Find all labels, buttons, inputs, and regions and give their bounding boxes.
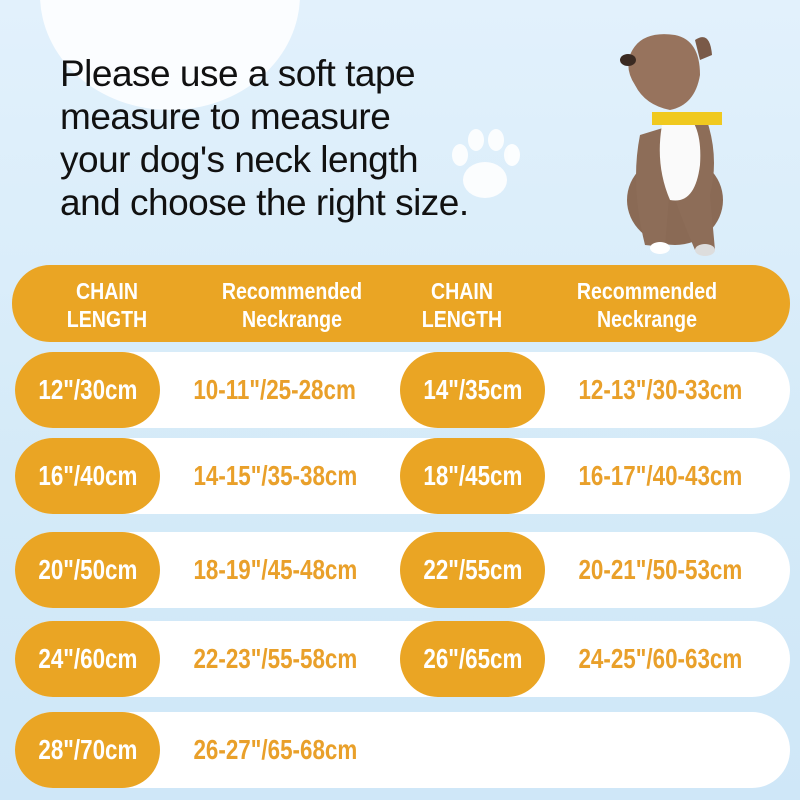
chain-length-pill: 28"/70cm [15, 712, 160, 788]
chain-length-pill: 14"/35cm [400, 352, 545, 428]
chain-length-pill: 12"/30cm [15, 352, 160, 428]
size-row: 28"/70cm 26-27"/65-68cm [15, 712, 790, 788]
paw-print-icon [452, 129, 520, 198]
chain-length-pill: 22"/55cm [400, 532, 545, 608]
chain-length-value: 28"/70cm [37, 734, 138, 765]
header-chain-length: CHAIN LENGTH [66, 278, 148, 332]
neckrange-value: 26-27"/65-68cm [193, 734, 357, 765]
title-line: Please use a soft tape [60, 53, 416, 94]
size-table-header: CHAIN LENGTH Recommended Neckrange CHAIN LE… [12, 265, 790, 342]
neckrange-value: 22-23"/55-58cm [193, 643, 357, 674]
size-row: 20"/50cm 18-19"/45-48cm 22"/55cm 20-21"/50-… [15, 532, 790, 608]
chain-length-value: 12"/30cm [37, 374, 138, 405]
chain-length-value: 14"/35cm [422, 374, 523, 405]
neckrange-cell: 14-15"/35-38cm [160, 438, 390, 514]
chain-length-value: 16"/40cm [37, 460, 138, 491]
neckrange-value: 20-21"/50-53cm [578, 554, 742, 585]
neckrange-cell: 22-23"/55-58cm [160, 621, 390, 697]
neckrange-cell: 18-19"/45-48cm [160, 532, 390, 608]
neckrange-value: 14-15"/35-38cm [193, 460, 357, 491]
neckrange-value: 16-17"/40-43cm [578, 460, 742, 491]
header-neckrange: Recommended Neckrange [221, 278, 363, 332]
title-line: and choose the right size. [60, 182, 469, 223]
neckrange-cell: 12-13"/30-33cm [545, 352, 775, 428]
dog-photo [620, 34, 723, 256]
neckrange-value: 10-11"/25-28cm [193, 374, 357, 405]
title-line: measure to measure [60, 96, 391, 137]
neckrange-cell: 16-17"/40-43cm [545, 438, 775, 514]
chain-length-pill: 24"/60cm [15, 621, 160, 697]
header-chain-length: CHAIN LENGTH [421, 278, 503, 332]
chain-length-value: 24"/60cm [37, 643, 138, 674]
neckrange-value: 12-13"/30-33cm [578, 374, 742, 405]
size-row: 16"/40cm 14-15"/35-38cm 18"/45cm 16-17"/40-… [15, 438, 790, 514]
title-line: your dog's neck length [60, 139, 419, 180]
size-row: 24"/60cm 22-23"/55-58cm 26"/65cm 24-25"/60-… [15, 621, 790, 697]
neckrange-cell: 10-11"/25-28cm [160, 352, 390, 428]
neckrange-cell: 20-21"/50-53cm [545, 532, 775, 608]
chain-length-pill: 18"/45cm [400, 438, 545, 514]
chain-length-value: 22"/55cm [422, 554, 523, 585]
chain-length-value: 26"/65cm [422, 643, 523, 674]
neckrange-value: 24-25"/60-63cm [578, 643, 742, 674]
instructions-heading: Please use a soft tape measure to measur… [60, 52, 469, 224]
chain-length-pill: 26"/65cm [400, 621, 545, 697]
chain-length-value: 18"/45cm [422, 460, 523, 491]
size-row: 12"/30cm 10-11"/25-28cm 14"/35cm 12-13"/30-… [15, 352, 790, 428]
neckrange-cell: 24-25"/60-63cm [545, 621, 775, 697]
neckrange-value: 18-19"/45-48cm [193, 554, 357, 585]
chain-length-pill: 16"/40cm [15, 438, 160, 514]
chain-length-value: 20"/50cm [37, 554, 138, 585]
header-neckrange: Recommended Neckrange [576, 278, 718, 332]
neckrange-cell: 26-27"/65-68cm [160, 712, 390, 788]
chain-length-pill: 20"/50cm [15, 532, 160, 608]
